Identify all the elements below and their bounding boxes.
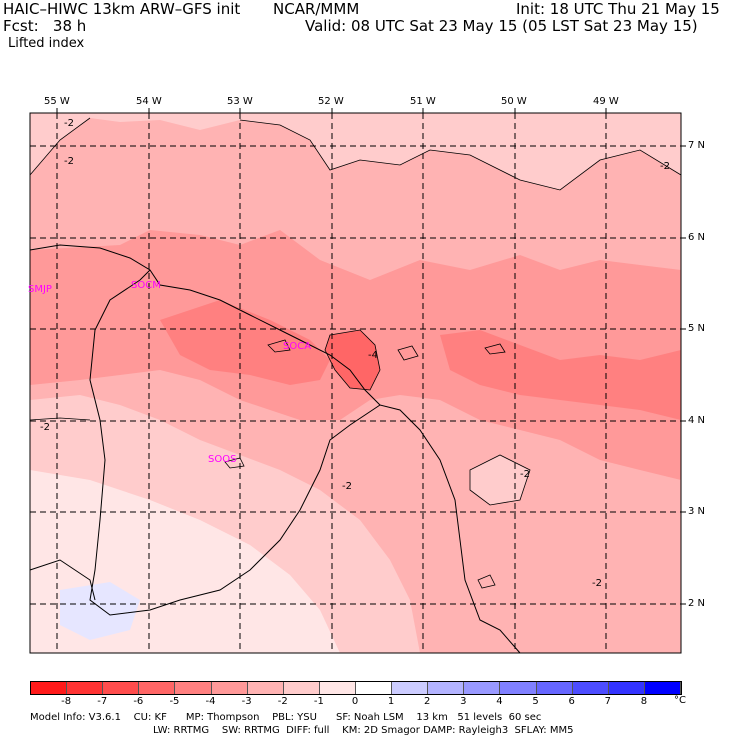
shade-region xyxy=(160,300,330,385)
contour-label: -2 xyxy=(342,481,352,492)
map-frame xyxy=(29,112,682,654)
colorbar-tick-label: 3 xyxy=(460,696,467,707)
colorbar-tick-label: -4 xyxy=(205,696,216,707)
lat-label: 5 N xyxy=(688,323,706,334)
lon-label: 49 W xyxy=(593,96,619,107)
model-title: HAIC–HIWC 13km ARW–GFS init xyxy=(3,0,241,18)
station-label: SMJP xyxy=(28,284,52,295)
colorbar-swatch xyxy=(139,682,176,694)
colorbar-tick-label: 1 xyxy=(387,696,395,707)
colorbar-swatch xyxy=(355,682,393,694)
contour-label: -2 xyxy=(64,156,74,167)
contour-lines xyxy=(29,117,682,589)
colorbar-swatch xyxy=(247,682,284,694)
graticule xyxy=(30,113,681,653)
organization-label: NCAR/MMM xyxy=(273,0,360,18)
colorbar-tick-label: 2 xyxy=(424,696,431,707)
colorbar-swatch xyxy=(67,682,104,694)
lat-label: 7 N xyxy=(688,140,706,151)
shade-region xyxy=(325,330,380,390)
colorbar-tick-label: -7 xyxy=(97,696,108,707)
colorbar-swatch xyxy=(572,682,609,694)
contour-label: -2 xyxy=(64,118,74,129)
colorbar-tick-label: 5 xyxy=(532,696,539,707)
colorbar-tick-label: 8 xyxy=(640,696,648,707)
colorbar-tick-label: 7 xyxy=(604,696,611,707)
init-time: Init: 18 UTC Thu 21 May 15 xyxy=(516,0,720,18)
shade-region xyxy=(60,582,140,640)
station-label: SOCA xyxy=(283,341,312,352)
colorbar-swatch xyxy=(464,682,501,694)
colorbar-swatch xyxy=(31,682,68,694)
lat-label: 3 N xyxy=(688,506,706,517)
contour-label: -2 xyxy=(592,578,602,589)
footer-physics-info: LW: RRTMG SW: RRTMG DIFF: full KM: 2D Sm… xyxy=(153,725,574,736)
colorbar-tick-label: -2 xyxy=(277,696,288,707)
colorbar-tick-label: -6 xyxy=(133,696,144,707)
tick-marks xyxy=(56,108,686,605)
colorbar-swatch xyxy=(428,682,465,694)
lat-label: 2 N xyxy=(688,598,706,609)
colorbar-tick-label: 6 xyxy=(568,696,575,707)
colorbar-swatch xyxy=(211,682,248,694)
valid-time: Valid: 08 UTC Sat 23 May 15 (05 LST Sat … xyxy=(305,17,698,35)
border-line xyxy=(29,559,96,601)
border-line xyxy=(89,269,381,616)
field-name: Lifted index xyxy=(8,36,85,51)
lon-label: 51 W xyxy=(410,96,436,107)
contour-label: -2 xyxy=(520,469,530,480)
lat-label: 4 N xyxy=(688,415,706,426)
lon-label: 53 W xyxy=(227,96,253,107)
shade-region xyxy=(30,113,681,190)
contour-label: -4 xyxy=(368,350,378,361)
colorbar-swatch xyxy=(283,682,320,694)
colorbar-swatch xyxy=(608,682,645,694)
lon-label: 54 W xyxy=(136,96,162,107)
contour-label: -2 xyxy=(40,422,50,433)
colorbar-tick-label: 4 xyxy=(496,696,503,707)
lon-label: 52 W xyxy=(318,96,344,107)
coastline xyxy=(29,244,521,654)
forecast-hour: Fcst: 38 h xyxy=(3,17,87,35)
colorbar-swatch xyxy=(536,682,573,694)
colorbar-swatch xyxy=(175,682,212,694)
colorbar xyxy=(30,681,682,695)
colorbar-tick-label: -1 xyxy=(313,696,324,707)
contour-label: -2 xyxy=(660,161,670,172)
footer-model-info: Model Info: V3.6.1 CU: KF MP: Thompson P… xyxy=(30,712,542,723)
colorbar-swatch xyxy=(392,682,429,694)
colorbar-tick-label: -8 xyxy=(61,696,72,707)
colorbar-swatch xyxy=(500,682,537,694)
station-label: SOCM xyxy=(131,280,161,291)
lon-label: 50 W xyxy=(501,96,527,107)
colorbar-tick-label: 0 xyxy=(351,696,359,707)
colorbar-swatch xyxy=(319,682,356,694)
colorbar-swatch xyxy=(103,682,140,694)
colorbar-swatch xyxy=(644,682,681,694)
colorbar-tick-label: -5 xyxy=(169,696,180,707)
station-label: SOOS xyxy=(208,454,237,465)
lon-label: 55 W xyxy=(44,96,70,107)
colorbar-tick-label: -3 xyxy=(241,696,252,707)
lat-label: 6 N xyxy=(688,232,706,243)
colorbar-unit: °C xyxy=(674,695,686,706)
